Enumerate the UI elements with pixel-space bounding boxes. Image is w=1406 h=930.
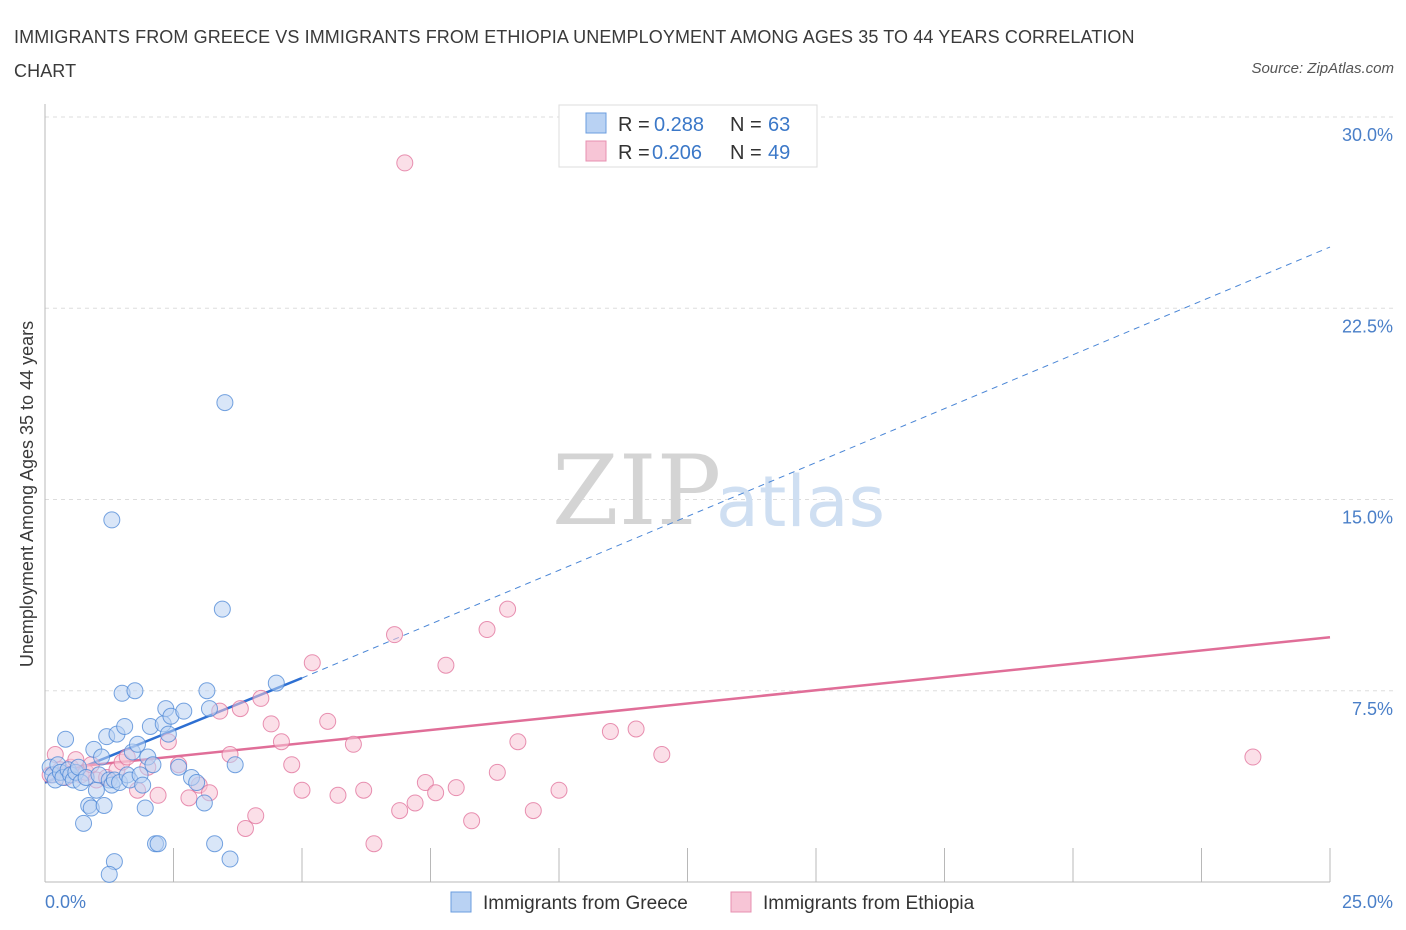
legend-swatch-greece [450, 891, 472, 913]
trend-greece-extension [301, 246, 1331, 679]
legend-n-value: 49 [768, 142, 790, 164]
y-tick-labels: 7.5% 15.0% 22.5% 30.0% [1342, 125, 1393, 719]
legend-item-ethiopia: Immigrants from Ethiopia [763, 893, 975, 914]
point-greece [159, 725, 177, 743]
point-ethiopia [499, 600, 517, 618]
point-ethiopia [627, 720, 645, 738]
point-ethiopia [180, 789, 198, 807]
point-greece [57, 730, 75, 748]
legend-r-label: R = [618, 114, 650, 136]
point-greece [87, 781, 105, 799]
axes [44, 104, 1331, 883]
point-greece [116, 717, 134, 735]
x-tick-label: 25.0% [1342, 892, 1393, 912]
point-greece [221, 850, 239, 868]
point-greece [136, 799, 154, 817]
point-ethiopia [550, 781, 568, 799]
point-greece [200, 700, 218, 718]
point-ethiopia [272, 733, 290, 751]
legend-r-value: 0.206 [652, 142, 702, 164]
point-ethiopia [231, 700, 249, 718]
watermark: ZIP atlas [552, 435, 885, 547]
y-tick-label: 7.5% [1352, 699, 1393, 719]
legend-swatch-greece [585, 112, 607, 134]
point-greece [188, 774, 206, 792]
point-greece [103, 511, 121, 529]
point-ethiopia [293, 781, 311, 799]
data-points [41, 154, 1262, 883]
legend-r-value: 0.288 [654, 114, 704, 136]
point-greece [100, 865, 118, 883]
point-ethiopia [319, 712, 337, 730]
watermark-atlas: atlas [716, 461, 885, 543]
point-greece [129, 735, 147, 753]
point-ethiopia [252, 689, 270, 707]
watermark-zip: ZIP [552, 435, 721, 547]
point-ethiopia [437, 656, 455, 674]
point-ethiopia [396, 154, 414, 172]
point-ethiopia [463, 812, 481, 830]
point-ethiopia [447, 779, 465, 797]
source-label: Source: ZipAtlas.com [1251, 60, 1394, 77]
point-ethiopia [365, 835, 383, 853]
x-tick-labels: 0.0% 25.0% [45, 892, 1393, 912]
point-ethiopia [329, 786, 347, 804]
legend-r-label: R = [618, 142, 650, 164]
point-ethiopia [1244, 748, 1262, 766]
point-ethiopia [406, 794, 424, 812]
y-tick-label: 22.5% [1342, 316, 1393, 336]
point-greece [134, 776, 152, 794]
point-ethiopia [283, 756, 301, 774]
point-ethiopia [478, 621, 496, 639]
point-greece [75, 814, 93, 832]
point-greece [149, 835, 167, 853]
point-ethiopia [601, 723, 619, 741]
point-ethiopia [247, 807, 265, 825]
point-ethiopia [386, 626, 404, 644]
legend-n-label: N = [730, 142, 762, 164]
point-greece [226, 756, 244, 774]
point-ethiopia [303, 654, 321, 672]
x-tick-label: 0.0% [45, 892, 86, 912]
grid-lines [45, 116, 1395, 692]
point-ethiopia [391, 802, 409, 820]
point-ethiopia [653, 746, 671, 763]
y-tick-label: 15.0% [1342, 508, 1393, 528]
point-greece [93, 748, 111, 766]
trend-ethiopia [44, 635, 1331, 772]
point-ethiopia [344, 735, 362, 753]
point-ethiopia [236, 819, 254, 837]
point-ethiopia [488, 763, 506, 781]
point-ethiopia [416, 774, 434, 792]
legend-n-value: 63 [768, 114, 790, 136]
point-greece [216, 394, 234, 412]
point-ethiopia [509, 733, 527, 751]
point-greece [170, 758, 188, 776]
point-greece [213, 600, 231, 618]
legend-n-label: N = [730, 114, 762, 136]
series-legend: Immigrants from Greece Immigrants from E… [450, 891, 975, 914]
point-ethiopia [149, 786, 167, 804]
point-greece [267, 674, 285, 692]
legend-swatch-ethiopia [730, 891, 752, 913]
point-ethiopia [355, 781, 373, 799]
legend-item-greece: Immigrants from Greece [483, 893, 688, 914]
y-tick-label: 30.0% [1342, 125, 1393, 145]
correlation-legend: R = 0.288 N = 63 R = 0.206 N = 49 [558, 104, 818, 168]
legend-swatch-ethiopia [585, 140, 607, 162]
y-axis-label: Unemployment Among Ages 35 to 44 years [17, 321, 37, 667]
point-ethiopia [262, 715, 280, 733]
point-greece [198, 682, 216, 700]
point-ethiopia [427, 784, 445, 802]
point-greece [95, 797, 113, 814]
point-greece [126, 682, 144, 700]
chart-title: IMMIGRANTS FROM GREECE VS IMMIGRANTS FRO… [14, 27, 1135, 81]
point-greece [206, 835, 224, 853]
point-ethiopia [524, 802, 542, 820]
point-greece [195, 794, 213, 812]
point-greece [175, 702, 193, 720]
point-greece [144, 756, 162, 774]
